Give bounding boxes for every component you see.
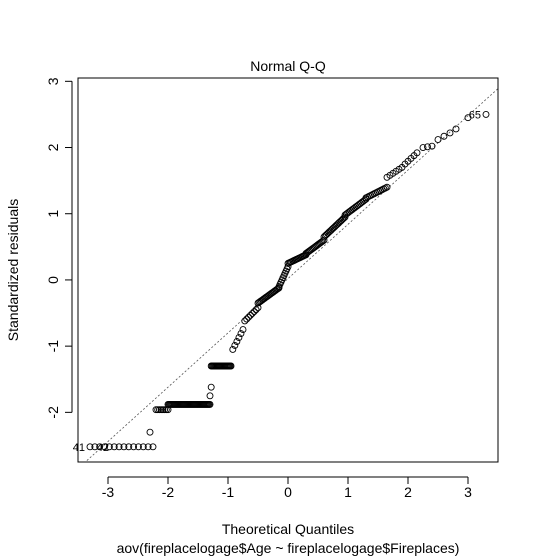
y-tick-label: -2 (45, 406, 61, 419)
data-point (334, 220, 342, 228)
data-point (252, 306, 260, 314)
y-tick-label: 3 (45, 77, 61, 85)
data-point (235, 334, 243, 341)
data-point (321, 232, 329, 240)
x-axis-label: Theoretical Quantiles (222, 521, 354, 537)
data-point (157, 406, 165, 414)
data-point (330, 224, 338, 231)
data-point (139, 443, 147, 451)
data-point (419, 144, 427, 151)
x-tick-label: -2 (162, 484, 175, 500)
data-point (383, 183, 391, 191)
data-point (115, 443, 123, 451)
data-point (110, 443, 118, 451)
data-point (434, 136, 442, 144)
data-point (331, 222, 339, 230)
data-point (250, 308, 258, 315)
data-point (336, 218, 344, 226)
data-point (130, 443, 138, 451)
data-point (324, 229, 332, 237)
data-point (320, 236, 328, 244)
data-point (86, 443, 94, 451)
data-point (327, 226, 335, 234)
y-tick-label: 1 (45, 210, 61, 218)
data-point (440, 132, 448, 140)
data-point (329, 225, 337, 233)
data-point (146, 428, 154, 436)
data-point (231, 342, 239, 349)
data-point (452, 125, 460, 133)
x-tick-label: 2 (404, 484, 412, 500)
data-point (154, 406, 162, 414)
data-point (206, 400, 214, 408)
data-point (482, 110, 490, 118)
data-point (229, 345, 237, 353)
y-tick-label: -1 (45, 340, 61, 353)
x-tick-label: 1 (344, 484, 352, 500)
data-point (247, 311, 254, 319)
data-point (320, 233, 328, 241)
data-point (149, 443, 157, 451)
x-tick-label: -1 (222, 484, 235, 500)
chart-title: Normal Q-Q (250, 58, 326, 74)
data-point (428, 142, 436, 150)
data-point (424, 143, 431, 151)
point-label: 42 (97, 442, 109, 454)
data-point (413, 149, 421, 157)
data-point (161, 406, 169, 414)
y-tick-label: 2 (45, 143, 61, 151)
data-point (241, 317, 249, 325)
y-axis-label: Standardized residuals (5, 199, 21, 341)
point-label: 65 (469, 109, 481, 121)
data-point (159, 406, 167, 414)
data-point (152, 406, 160, 414)
data-point (135, 443, 142, 451)
data-point (206, 392, 214, 400)
x-tick-label: 3 (464, 484, 472, 500)
data-point (155, 406, 163, 414)
data-point (105, 443, 113, 451)
data-point (332, 221, 340, 229)
data-point (248, 309, 256, 317)
data-point (120, 443, 128, 451)
data-point (91, 443, 99, 451)
data-point (239, 326, 247, 334)
plot-frame (77, 77, 499, 463)
data-point (237, 330, 245, 338)
data-point (125, 443, 133, 451)
data-point (243, 315, 251, 323)
data-point (227, 362, 235, 370)
data-point (96, 443, 104, 451)
chart-subtitle: aov(fireplacelogage$Age ~ fireplacelogag… (117, 540, 460, 556)
data-point (323, 231, 330, 239)
x-tick-label: 0 (284, 484, 292, 500)
y-tick-label: 0 (45, 276, 61, 284)
x-tick-label: -3 (102, 484, 115, 500)
data-point (101, 443, 108, 451)
data-point (245, 313, 253, 321)
data-point (207, 383, 215, 391)
data-point (446, 129, 454, 137)
data-point (144, 443, 152, 451)
data-point (464, 114, 472, 122)
data-point (337, 217, 345, 224)
qq-reference-line (84, 88, 498, 462)
data-point (325, 228, 333, 236)
data-point (233, 338, 241, 345)
data-point (335, 219, 343, 227)
data-point (326, 227, 334, 235)
point-label: 41 (73, 442, 85, 454)
